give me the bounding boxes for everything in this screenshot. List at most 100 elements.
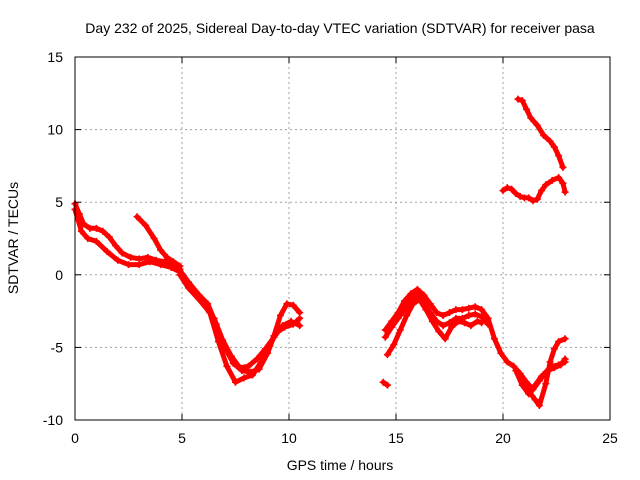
series-segment-3-lower [383,295,486,359]
data-point [471,310,479,318]
data-point [426,300,434,308]
data-point [531,396,539,404]
series-segment-2-middle [210,314,304,372]
series-segment-3-middle [381,291,492,341]
series-segment-1-upper [71,200,184,273]
data-point [478,306,486,314]
data-point [232,378,239,386]
data-point [499,187,507,195]
data-point [223,362,231,370]
data-point [546,358,554,366]
data-point [257,358,265,366]
series-segment-1-lower [71,205,184,276]
data-point [105,233,113,241]
data-point [548,176,556,184]
data-point [195,295,203,303]
data-point [157,261,165,269]
axis-ticks: 0 5 10 15 20 25 -10 -5 0 5 10 15 [43,49,618,446]
data-point [452,314,460,322]
data-point [84,235,92,242]
data-point [446,309,453,317]
series-layer [71,95,569,409]
data-point [163,253,171,261]
data-point [289,301,297,309]
data-point [142,221,150,229]
data-point [508,185,516,193]
y-tick-label: 10 [47,122,63,138]
data-point [383,351,391,359]
y-tick-label: 0 [55,267,63,283]
data-point [92,237,100,245]
data-point [559,179,567,187]
data-point [396,326,404,334]
data-point [473,317,481,325]
data-point [538,372,546,380]
data-point [441,335,449,343]
series-segment-3-upper [381,285,492,334]
data-point [407,295,415,303]
data-point [86,224,94,232]
data-point [169,258,177,266]
data-point [467,322,475,330]
data-point [127,253,135,261]
series-segment-2-upper [176,266,304,376]
data-point [540,131,548,139]
series-line [72,201,183,272]
data-point [460,319,468,327]
x-tick-label: 20 [495,430,511,446]
data-point [150,235,158,242]
series-segment-3-isolated [379,378,391,389]
x-axis-label: GPS time / hours [287,457,394,473]
data-point [296,314,304,322]
data-point [533,121,541,129]
data-point [448,323,456,331]
data-point [381,333,389,341]
data-point [240,374,248,382]
data-point [279,322,287,330]
data-point [112,242,120,250]
data-point [210,314,218,322]
x-tick-label: 5 [178,430,186,446]
data-point [261,345,269,353]
data-point [535,401,543,409]
data-point [550,345,558,353]
data-point [383,381,391,389]
series-line [177,267,303,375]
data-point [503,184,511,192]
y-tick-label: -5 [51,339,64,355]
x-tick-label: 15 [388,430,404,446]
series-segment-3-tail-c [512,355,569,398]
data-point [114,256,122,264]
data-point [401,297,409,305]
series-line [515,96,566,170]
data-point [484,314,492,322]
series-segment-4-upper [514,95,567,171]
data-point [561,188,569,196]
data-point [446,319,453,327]
data-point [510,362,518,370]
data-point [236,364,244,372]
data-point [394,314,402,322]
x-tick-label: 25 [602,430,618,446]
data-point [92,224,100,232]
data-point [103,248,111,256]
data-point [518,97,526,105]
data-point [227,352,235,360]
series-line [384,297,485,358]
data-point [490,335,498,343]
data-point [420,298,428,306]
data-point [167,264,175,272]
data-point [133,213,141,221]
data-point [559,163,567,171]
y-tick-label: 15 [47,49,63,65]
data-point [249,371,257,379]
data-point [465,311,473,319]
y-tick-label: -10 [43,412,63,428]
x-tick-label: 0 [71,430,79,446]
data-point [561,335,569,343]
data-point [433,317,441,325]
data-point [401,306,409,314]
data-point [458,314,466,322]
data-point [413,291,421,299]
data-point [542,380,550,388]
